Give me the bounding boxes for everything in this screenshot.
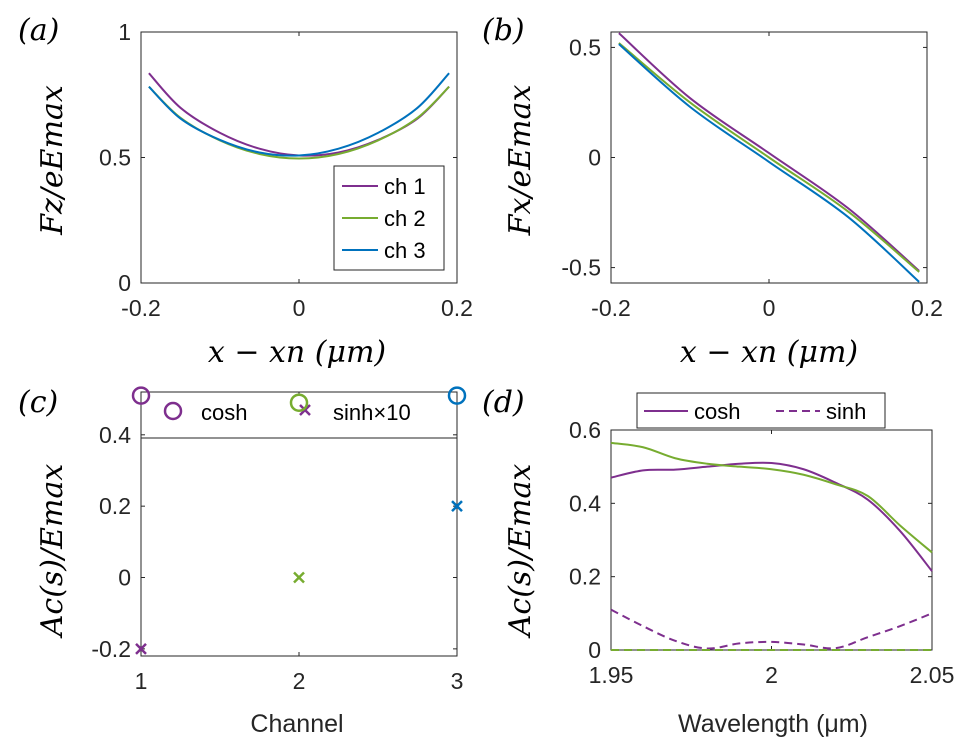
series-line-b-ch-3 xyxy=(618,43,920,283)
xtick-label-a: -0.2 xyxy=(121,295,161,321)
panel-label-a: (a) xyxy=(18,13,59,48)
xtick-label-c: 1 xyxy=(135,668,148,694)
xtick-label-d: 2.05 xyxy=(910,662,955,688)
legend-c-entry-sinh: sinh×10 xyxy=(333,400,411,425)
xtick-label-c: 2 xyxy=(293,668,306,694)
series-line-a-ch-1 xyxy=(148,72,450,157)
xtick-label-b: 0 xyxy=(763,295,776,321)
plot-a: -0.2 0 0.200.51 xyxy=(99,19,473,321)
scatter-point-sinh xyxy=(135,642,147,655)
legend-d-entry-cosh: cosh xyxy=(694,399,740,424)
plot-d: 1.95 2 2.05 0 0.2 0.4 0.6 xyxy=(569,417,954,688)
legend-c: cosh sinh×10 xyxy=(140,391,458,439)
scatter-point-sinh xyxy=(293,571,305,584)
scatter-point-cosh xyxy=(289,393,309,412)
panel-label-b: (b) xyxy=(482,13,525,48)
xtick-label-c: 3 xyxy=(451,668,464,694)
xtick-label-a: 0.2 xyxy=(441,295,473,321)
ytick-label-d: 0.4 xyxy=(569,490,601,516)
ytick-label-a: 0 xyxy=(118,270,131,296)
xtick-label-a: 0 xyxy=(293,295,306,321)
ytick-label-d: 0.6 xyxy=(569,417,601,443)
ytick-label-a: 0.5 xyxy=(99,145,131,171)
xlabel-b: x − xn (μm) xyxy=(680,335,858,370)
ylabel-c: Ac(s)/Emax xyxy=(35,464,70,640)
ylabel-b: Fx/eEmax xyxy=(503,85,538,237)
series-line-d-cosh-ch-2 xyxy=(610,441,933,554)
series-line-b-ch-2 xyxy=(618,42,920,273)
ytick-label-c: 0.4 xyxy=(99,422,131,448)
ylabel-a: Fz/eEmax xyxy=(35,85,70,236)
scatter-point-sinh xyxy=(451,500,463,513)
plot-c: 1 2 3 -0.2 0 0.2 0.4 xyxy=(91,386,467,694)
ytick-label-c: -0.2 xyxy=(91,636,131,662)
plot-b: -0.2 0 0.2 -0.5 0 0.5 xyxy=(561,31,943,321)
legend-a: ch 1 ch 2 ch 3 xyxy=(333,165,445,271)
scatter-point-sinh-stroke xyxy=(451,500,463,513)
ytick-label-c: 0.2 xyxy=(99,493,131,519)
legend-d-entry-sinh: sinh xyxy=(826,399,866,424)
ylabel-d: Ac(s)/Emax xyxy=(503,464,538,640)
legend-c-swatch-sinh xyxy=(299,404,311,416)
xtick-label-d: 2 xyxy=(765,662,778,688)
scatter-point-sinh-stroke xyxy=(293,571,305,584)
legend-a-entry-ch1: ch 1 xyxy=(384,174,426,199)
scatter-point-cosh xyxy=(447,386,467,405)
legend-c-entry-cosh: cosh xyxy=(201,400,247,425)
series-line-b-ch-1 xyxy=(618,32,920,272)
xtick-label-d: 1.95 xyxy=(589,662,634,688)
scatter-point-sinh-stroke xyxy=(135,642,147,655)
xtick-label-b: -0.2 xyxy=(591,295,631,321)
series-line-d-cosh-ch-1 xyxy=(610,461,933,572)
ytick-label-d: 0 xyxy=(588,637,601,663)
ytick-label-b: 0.5 xyxy=(569,34,601,60)
series-line-a-ch-3 xyxy=(148,72,450,157)
ytick-label-c: 0 xyxy=(118,565,131,591)
legend-c-swatch-cosh xyxy=(163,401,183,421)
series-line-a-ch-2 xyxy=(148,86,450,160)
legend-d: cosh sinh xyxy=(636,392,886,429)
xtick-label-b: 0.2 xyxy=(911,295,943,321)
panel-label-d: (d) xyxy=(482,385,525,420)
xlabel-a: x − xn (μm) xyxy=(208,335,386,370)
legend-a-entry-ch2: ch 2 xyxy=(384,206,426,231)
ytick-label-b: 0 xyxy=(588,145,601,171)
legend-a-entry-ch3: ch 3 xyxy=(384,238,426,263)
panel-label-c: (c) xyxy=(18,385,58,420)
xlabel-c: Channel xyxy=(250,710,343,738)
xlabel-d: Wavelength (μm) xyxy=(678,710,868,738)
ytick-label-a: 1 xyxy=(118,19,131,45)
ytick-label-d: 0.2 xyxy=(569,564,601,590)
series-line-d-sinh-ch-1 xyxy=(610,608,933,650)
ytick-label-b: -0.5 xyxy=(561,255,601,281)
scatter-point-cosh xyxy=(131,386,151,405)
